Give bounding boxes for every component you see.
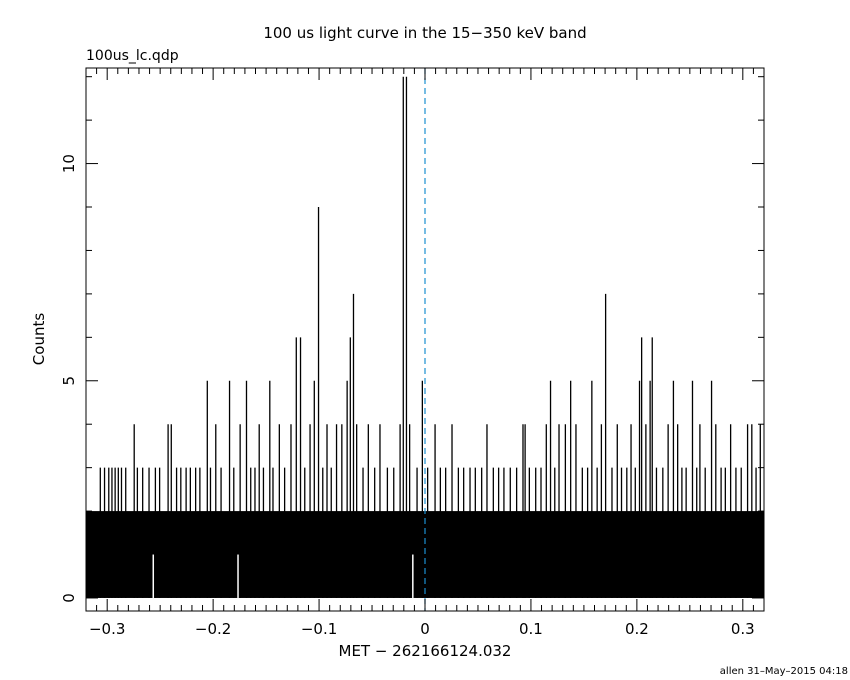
x-tick-label: 0 bbox=[420, 620, 430, 638]
footer-credit: allen 31–May–2015 04:18 bbox=[720, 666, 848, 677]
histogram-bars bbox=[86, 76, 764, 598]
chart-title: 100 us light curve in the 15−350 keV ban… bbox=[263, 24, 586, 42]
y-tick-label: 10 bbox=[60, 154, 78, 173]
x-axis-ticks: −0.3 −0.2 −0.1 0 0.1 0.2 0.3 bbox=[85, 68, 765, 638]
y-tick-label: 5 bbox=[60, 376, 78, 386]
y-axis-label: Counts bbox=[30, 313, 48, 366]
x-tick-label: −0.3 bbox=[89, 620, 125, 638]
chart-subtitle: 100us_lc.qdp bbox=[86, 48, 179, 64]
y-tick-label: 0 bbox=[60, 593, 78, 603]
x-tick-label: 0.3 bbox=[731, 620, 755, 638]
x-tick-label: 0.2 bbox=[625, 620, 649, 638]
y-axis-ticks: 0 5 10 bbox=[60, 76, 764, 603]
x-tick-label: −0.2 bbox=[195, 620, 231, 638]
x-tick-label: −0.1 bbox=[301, 620, 337, 638]
x-axis-label: MET − 262166124.032 bbox=[339, 642, 512, 660]
x-tick-label: 0.1 bbox=[519, 620, 543, 638]
zero-count-bins bbox=[152, 554, 414, 598]
